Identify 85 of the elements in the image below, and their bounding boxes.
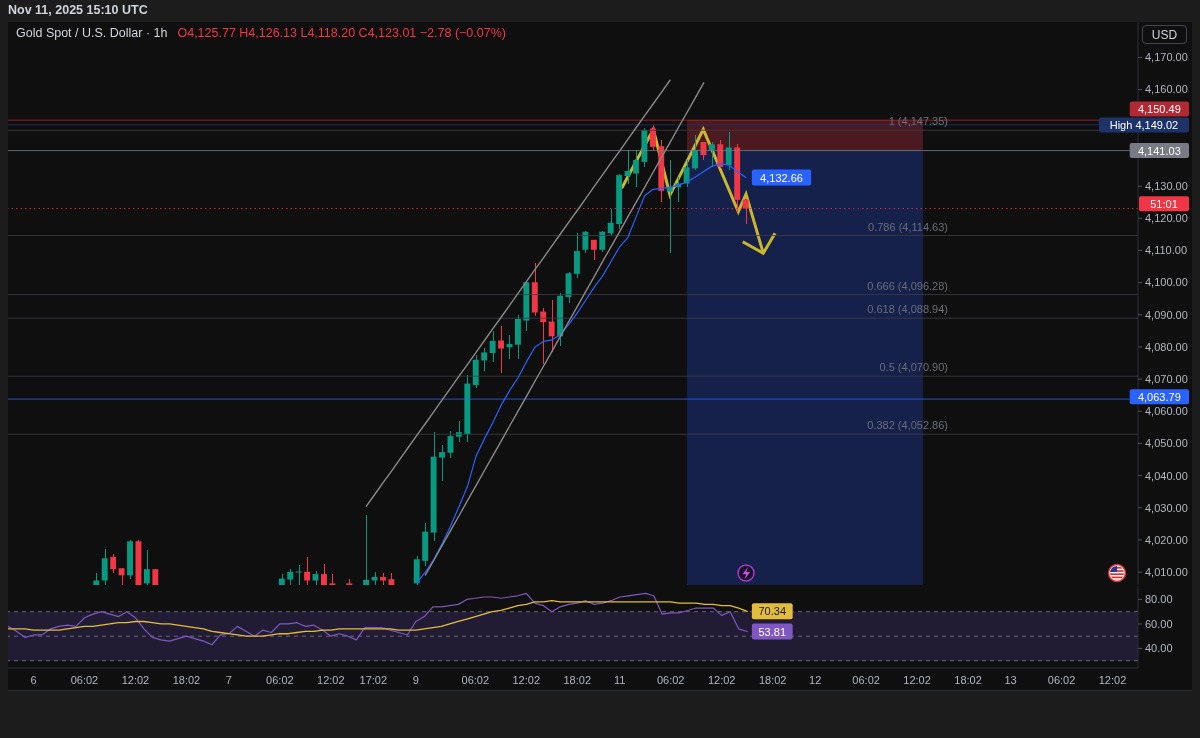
y-tick-label: 4,020.00 xyxy=(1145,533,1188,546)
line-series xyxy=(8,592,748,646)
y-tick-label: 4,120.00 xyxy=(1145,212,1188,225)
y-tick-label: 4,110.00 xyxy=(1145,244,1188,257)
candlestick xyxy=(692,134,698,171)
x-tick-label: 11 xyxy=(614,673,626,686)
y-tick-label: 4,070.00 xyxy=(1145,373,1188,386)
ref-line-label: 0.618 (4,088.94) xyxy=(867,303,948,316)
ref-line-label: 0.786 (4,114.63) xyxy=(868,220,948,233)
candlestick xyxy=(143,549,150,585)
data-label: 53.81 xyxy=(758,625,787,638)
candlestick xyxy=(624,149,631,185)
candlestick xyxy=(599,230,606,253)
x-tick-label: 9 xyxy=(412,673,419,686)
x-tick-label: 06:02 xyxy=(656,673,685,686)
text: Nov 11, 2025 15:10 UTC xyxy=(8,3,148,17)
candlestick xyxy=(725,131,732,171)
chart-subtitle: O4,125.77 H4,126.13 L4,118.20 C4,123.01 −2.78 (−0.07%) xyxy=(177,26,506,40)
ref-line-label: 0.5 (4,070.90) xyxy=(879,361,948,374)
x-tick-label: 18:02 xyxy=(954,673,982,686)
candlestick xyxy=(683,159,690,188)
x-tick-label: 06:02 xyxy=(1047,673,1076,686)
candlestick xyxy=(607,208,614,237)
line-series xyxy=(365,79,671,507)
x-tick-label: 12:02 xyxy=(121,673,150,686)
candlestick xyxy=(295,564,302,585)
x-tick-label: 12 xyxy=(809,673,822,686)
y-tick-label: 4,160.00 xyxy=(1145,83,1188,96)
x-tick-label: 18:02 xyxy=(563,673,592,686)
candlestick xyxy=(363,514,370,585)
ref-line-label: 1 (4,147.35) xyxy=(888,115,948,128)
x-tick-label: 12:02 xyxy=(512,673,541,686)
y-tick-label: 4,040.00 xyxy=(1145,469,1188,482)
candlestick xyxy=(574,232,580,279)
y-tick-label: 4,030.00 xyxy=(1145,501,1188,514)
ref-line-label: 0.382 (4,052.86) xyxy=(867,419,948,432)
y-tick-label: 4,060.00 xyxy=(1145,405,1188,418)
x-tick-label: 17:02 xyxy=(359,673,388,686)
line-series xyxy=(8,600,748,637)
x-tick-label: 6 xyxy=(30,673,37,686)
y-tick-label: 4,010.00 xyxy=(1145,566,1188,579)
y-tick-label: 4,170.00 xyxy=(1145,51,1188,64)
x-tick-label: 18:02 xyxy=(758,673,787,686)
x-tick-label: 12:02 xyxy=(707,673,736,686)
y-tick-label: 4,050.00 xyxy=(1145,437,1188,450)
y-tick-label: 60.00 xyxy=(1145,617,1173,630)
ref-line-label: 4,150.49 xyxy=(1137,102,1181,115)
text: 51:01 xyxy=(1150,197,1178,210)
x-tick-label: 12:02 xyxy=(1098,673,1127,686)
y-tick-label: 4,130.00 xyxy=(1145,179,1188,192)
y-tick-label: 4,100.00 xyxy=(1145,276,1188,289)
x-tick-label: 06:02 xyxy=(70,673,99,686)
x-tick-label: 12:02 xyxy=(903,673,931,686)
ref-line-label: High 4,149.02 xyxy=(1109,118,1179,131)
y-tick-label: 40.00 xyxy=(1145,642,1173,655)
candlestick xyxy=(439,444,445,482)
chart-title: Gold Spot / U.S. Dollar · 1h xyxy=(16,26,168,40)
y-tick-label: 4,080.00 xyxy=(1145,340,1188,353)
y-axis-title: USD xyxy=(1151,27,1178,42)
x-tick-label: 13 xyxy=(1004,673,1017,686)
candlestick xyxy=(498,325,505,374)
candlestick xyxy=(110,553,117,574)
x-tick-label: 06:02 xyxy=(852,673,880,686)
y-tick-label: 4,090.00 xyxy=(1145,308,1188,321)
candlestick xyxy=(582,230,589,254)
line-series xyxy=(424,82,705,576)
candlestick xyxy=(633,149,639,188)
candlestick xyxy=(101,548,108,585)
ref-line-label: 0.666 (4,096.28) xyxy=(867,279,948,292)
candlestick xyxy=(708,141,715,168)
candlestick xyxy=(481,347,488,372)
candlestick xyxy=(304,556,311,585)
data-label: 4,132.66 xyxy=(760,171,803,184)
candlestick xyxy=(717,139,724,169)
x-tick-label: 18:02 xyxy=(172,673,201,686)
ref-line-label: 4,141.03 xyxy=(1137,144,1181,157)
candlestick xyxy=(649,124,656,151)
candlestick xyxy=(489,330,496,363)
y-tick-label: 80.00 xyxy=(1145,593,1173,606)
x-tick-label: 7 xyxy=(225,673,232,686)
ref-line-label: 4,063.79 xyxy=(1137,390,1181,403)
x-tick-label: 12:02 xyxy=(317,673,345,686)
data-label: 70.34 xyxy=(758,605,787,618)
x-tick-label: 06:02 xyxy=(266,673,294,686)
x-tick-label: 06:02 xyxy=(461,673,490,686)
